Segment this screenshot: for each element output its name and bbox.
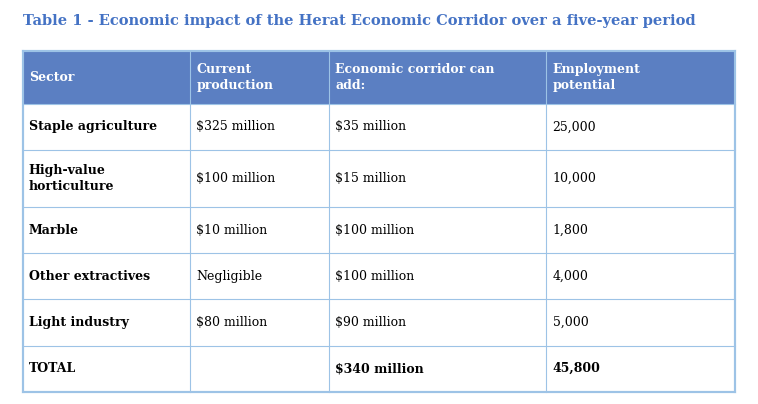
Text: Economic corridor can
add:: Economic corridor can add: [335, 63, 495, 92]
Text: Light industry: Light industry [29, 316, 129, 329]
Text: 5,000: 5,000 [553, 316, 588, 329]
Text: Negligible: Negligible [196, 270, 262, 283]
Text: 1,800: 1,800 [553, 223, 588, 237]
Text: $90 million: $90 million [335, 316, 406, 329]
Text: $100 million: $100 million [196, 172, 275, 185]
Text: $325 million: $325 million [196, 120, 275, 133]
Text: Sector: Sector [29, 71, 74, 84]
Text: High-value
horticulture: High-value horticulture [29, 164, 114, 193]
Text: 4,000: 4,000 [553, 270, 588, 283]
Text: Employment
potential: Employment potential [553, 63, 641, 92]
Text: $35 million: $35 million [335, 120, 406, 133]
Text: 10,000: 10,000 [553, 172, 597, 185]
Text: TOTAL: TOTAL [29, 362, 76, 375]
Bar [23, 50, 735, 104]
Text: $10 million: $10 million [196, 223, 268, 237]
Text: Marble: Marble [29, 223, 79, 237]
Text: $80 million: $80 million [196, 316, 268, 329]
Bar [23, 207, 735, 253]
Text: Staple agriculture: Staple agriculture [29, 120, 157, 133]
Bar [23, 299, 735, 346]
Text: Other extractives: Other extractives [29, 270, 150, 283]
Text: Current
production: Current production [196, 63, 273, 92]
Text: $100 million: $100 million [335, 270, 415, 283]
Text: 45,800: 45,800 [553, 362, 600, 375]
Bar [23, 50, 735, 392]
Text: Table 1 - Economic impact of the Herat Economic Corridor over a five-year period: Table 1 - Economic impact of the Herat E… [23, 14, 695, 28]
Bar [23, 346, 735, 392]
Bar [23, 104, 735, 150]
Text: $15 million: $15 million [335, 172, 406, 185]
Bar [23, 150, 735, 207]
Bar [23, 253, 735, 299]
Text: 25,000: 25,000 [553, 120, 596, 133]
Text: $100 million: $100 million [335, 223, 415, 237]
Text: $340 million: $340 million [335, 362, 424, 375]
